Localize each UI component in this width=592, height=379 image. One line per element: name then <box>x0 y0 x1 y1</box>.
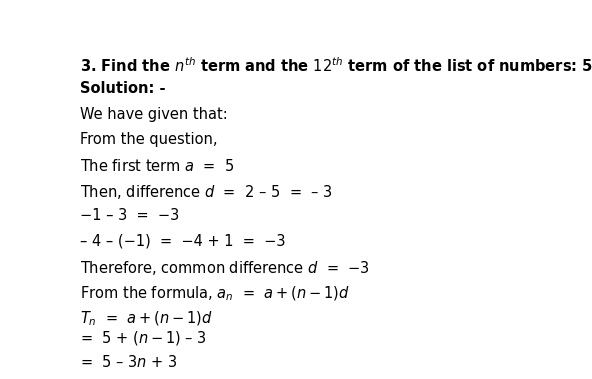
Text: 3. Find the $n^{th}$ term and the $12^{th}$ term of the list of numbers: 5, 2,− : 3. Find the $n^{th}$ term and the $12^{t… <box>79 56 592 77</box>
Text: −1 – 3  =  −3: −1 – 3 = −3 <box>79 208 179 223</box>
Text: We have given that:: We have given that: <box>79 107 227 122</box>
Text: The first term $a$  =  5: The first term $a$ = 5 <box>79 158 234 174</box>
Text: =  5 + $(n - 1)$ – 3: = 5 + $(n - 1)$ – 3 <box>79 329 207 346</box>
Text: From the question,: From the question, <box>79 132 217 147</box>
Text: Then, difference $d$  =  2 – 5  =  – 3: Then, difference $d$ = 2 – 5 = – 3 <box>79 183 332 201</box>
Text: Solution: -: Solution: - <box>79 81 165 96</box>
Text: – 4 – (−1)  =  −4 + 1  =  −3: – 4 – (−1) = −4 + 1 = −3 <box>79 234 285 249</box>
Text: $T_n$  =  $a + (n - 1)d$: $T_n$ = $a + (n - 1)d$ <box>79 310 213 328</box>
Text: Therefore, common difference $d$  =  −3: Therefore, common difference $d$ = −3 <box>79 259 369 277</box>
Text: =  5 – 3$n$ + 3: = 5 – 3$n$ + 3 <box>79 354 177 370</box>
Text: From the formula, $a_n$  =  $a + (n - 1)d$: From the formula, $a_n$ = $a + (n - 1)d$ <box>79 285 349 303</box>
